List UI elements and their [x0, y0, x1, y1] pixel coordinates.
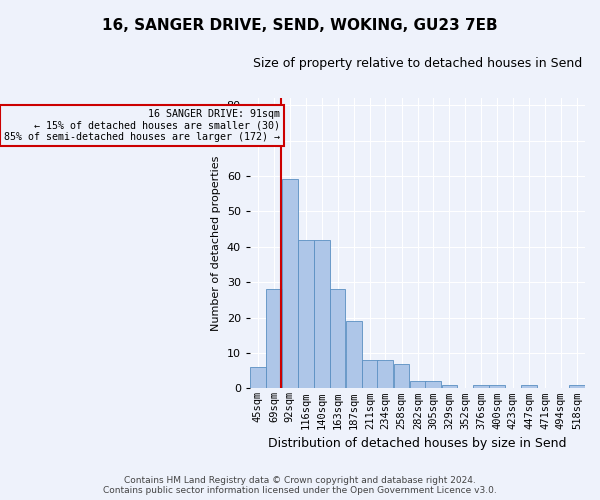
Bar [266, 290, 282, 388]
Bar [298, 240, 314, 388]
Bar [394, 364, 409, 388]
Bar [329, 290, 346, 388]
Bar [490, 385, 505, 388]
Bar [425, 382, 441, 388]
Bar [473, 385, 489, 388]
Bar [346, 321, 362, 388]
Y-axis label: Number of detached properties: Number of detached properties [211, 156, 221, 331]
X-axis label: Distribution of detached houses by size in Send: Distribution of detached houses by size … [268, 437, 566, 450]
Bar [442, 385, 457, 388]
Bar [410, 382, 425, 388]
Bar [377, 360, 394, 388]
Bar [314, 240, 330, 388]
Text: Contains HM Land Registry data © Crown copyright and database right 2024.
Contai: Contains HM Land Registry data © Crown c… [103, 476, 497, 495]
Text: 16 SANGER DRIVE: 91sqm
← 15% of detached houses are smaller (30)
85% of semi-det: 16 SANGER DRIVE: 91sqm ← 15% of detached… [4, 108, 280, 142]
Bar [362, 360, 378, 388]
Bar [521, 385, 537, 388]
Bar [250, 367, 266, 388]
Bar [569, 385, 585, 388]
Text: 16, SANGER DRIVE, SEND, WOKING, GU23 7EB: 16, SANGER DRIVE, SEND, WOKING, GU23 7EB [102, 18, 498, 32]
Title: Size of property relative to detached houses in Send: Size of property relative to detached ho… [253, 58, 582, 70]
Bar [281, 180, 298, 388]
